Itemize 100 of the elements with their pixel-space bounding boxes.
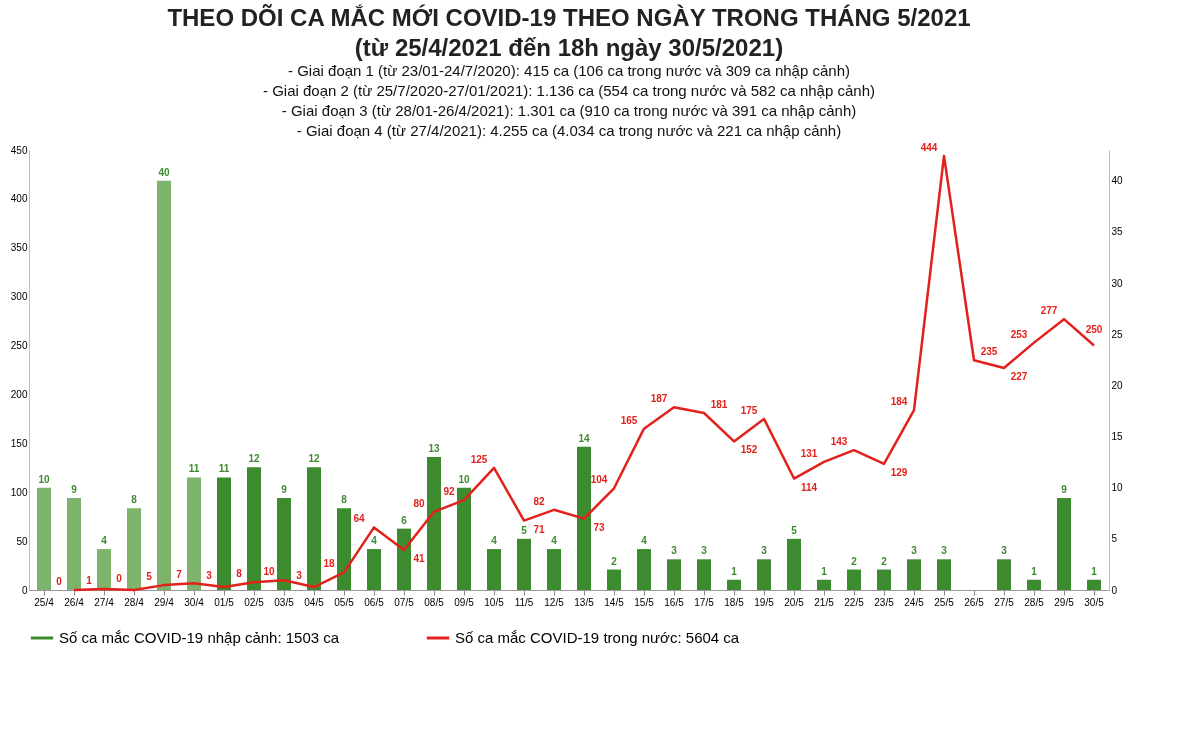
y2-tick-label: 30 bbox=[1111, 277, 1124, 289]
data-label: 13 bbox=[428, 442, 440, 454]
data-label: 11 bbox=[188, 463, 200, 475]
bar bbox=[1087, 579, 1101, 590]
x-tick-label: 25/5 bbox=[934, 596, 955, 608]
x-tick-label: 26/5 bbox=[964, 596, 985, 608]
data-label: 82 bbox=[533, 495, 545, 507]
bar bbox=[577, 446, 591, 590]
x-tick-label: 10/5 bbox=[484, 596, 505, 608]
bar bbox=[937, 559, 951, 590]
bar bbox=[1057, 497, 1071, 590]
data-label: 8 bbox=[341, 494, 348, 506]
data-label: 7 bbox=[176, 569, 183, 581]
data-label: 250 bbox=[1085, 323, 1103, 335]
data-label: 10 bbox=[458, 473, 470, 485]
data-label: 104 bbox=[590, 474, 608, 486]
data-label: 4 bbox=[491, 535, 498, 547]
bar bbox=[397, 528, 411, 590]
data-label: 14 bbox=[578, 432, 590, 444]
bar bbox=[187, 477, 201, 590]
bar bbox=[67, 497, 81, 590]
data-label: 10 bbox=[38, 473, 50, 485]
data-label: 0 bbox=[116, 573, 123, 584]
y2-tick-label: 35 bbox=[1111, 226, 1124, 238]
data-label: 3 bbox=[296, 570, 303, 582]
data-label: 114 bbox=[800, 481, 818, 493]
x-tick-label: 29/4 bbox=[154, 596, 175, 608]
bar bbox=[157, 180, 171, 590]
x-tick-label: 11/5 bbox=[514, 596, 534, 608]
data-label: 3 bbox=[941, 545, 948, 557]
data-label: 71 bbox=[533, 523, 545, 535]
bar bbox=[727, 579, 741, 590]
data-label: 143 bbox=[830, 436, 848, 448]
data-label: 2 bbox=[851, 555, 858, 567]
data-label: 6 bbox=[401, 514, 408, 526]
data-label: 227 bbox=[1010, 371, 1028, 383]
y-tick-label: 0 bbox=[21, 584, 28, 596]
data-label: 1 bbox=[1091, 565, 1098, 577]
bar bbox=[247, 467, 261, 590]
chart-subtitle: (từ 25/4/2021 đến 18h ngày 30/5/2021) bbox=[354, 33, 784, 61]
bar bbox=[817, 579, 831, 590]
y-tick-label: 400 bbox=[10, 193, 28, 205]
x-tick-label: 24/5 bbox=[904, 596, 925, 608]
x-tick-label: 22/5 bbox=[844, 596, 865, 608]
bar bbox=[547, 549, 561, 590]
data-label: 4 bbox=[371, 535, 378, 547]
bar bbox=[907, 559, 921, 590]
text: - Giai đoạn 3 (từ 28/01-26/4/2021): 1.301 ca (910 ca trong nước và 391 ca nhập cảnh) bbox=[281, 101, 857, 119]
data-label: 10 bbox=[263, 566, 275, 578]
data-label: 277 bbox=[1040, 305, 1058, 317]
x-tick-label: 18/5 bbox=[724, 596, 745, 608]
data-label: 9 bbox=[281, 483, 288, 495]
x-tick-label: 07/5 bbox=[394, 596, 415, 608]
bar bbox=[757, 559, 771, 590]
x-tick-label: 29/5 bbox=[1054, 596, 1075, 608]
y-tick-label: 150 bbox=[10, 437, 28, 449]
data-label: 0 bbox=[56, 576, 63, 587]
x-tick-label: 08/5 bbox=[424, 596, 445, 608]
bar bbox=[847, 569, 861, 590]
bar bbox=[367, 549, 381, 590]
x-tick-label: 27/4 bbox=[94, 596, 115, 608]
y2-tick-label: 15 bbox=[1111, 431, 1124, 443]
x-tick-label: 28/5 bbox=[1024, 596, 1045, 608]
x-tick-label: 05/5 bbox=[334, 596, 355, 608]
bar bbox=[97, 549, 111, 590]
bar bbox=[217, 477, 231, 590]
y-tick-label: 450 bbox=[10, 144, 28, 156]
data-label: 80 bbox=[413, 497, 425, 509]
x-tick-label: 15/5 bbox=[634, 596, 655, 608]
data-label: 181 bbox=[710, 399, 728, 411]
x-tick-label: 03/5 bbox=[274, 596, 295, 608]
bar bbox=[37, 487, 51, 590]
legend-label: Số ca mắc COVID-19 trong nước: 5604 ca bbox=[455, 629, 740, 646]
x-tick-label: 21/5 bbox=[814, 596, 835, 608]
data-label: 5 bbox=[791, 524, 798, 536]
data-label: 9 bbox=[71, 483, 78, 495]
data-label: 18 bbox=[323, 558, 335, 570]
bar bbox=[997, 559, 1011, 590]
data-label: 3 bbox=[701, 545, 708, 557]
y2-tick-label: 10 bbox=[1111, 482, 1124, 494]
data-label: 9 bbox=[1061, 483, 1068, 495]
data-label: 253 bbox=[1010, 328, 1028, 340]
x-tick-label: 13/5 bbox=[574, 596, 595, 608]
legend-label: Số ca mắc COVID-19 nhập cảnh: 1503 ca bbox=[59, 629, 340, 646]
data-label: 187 bbox=[650, 393, 668, 405]
y-tick-label: 100 bbox=[10, 486, 28, 498]
x-tick-label: 16/5 bbox=[664, 596, 685, 608]
x-tick-label: 27/5 bbox=[994, 596, 1015, 608]
data-label: 12 bbox=[308, 453, 320, 465]
x-tick-label: 25/4 bbox=[34, 596, 55, 608]
text: - Giai đoạn 4 (từ 27/4/2021): 4.255 ca (4.034 ca trong nước và 221 ca nhập cảnh) bbox=[296, 121, 842, 139]
x-tick-label: 26/4 bbox=[64, 596, 85, 608]
chart-title: THEO DÕI CA MẮC MỚI COVID-19 THEO NGÀY TRONG THÁNG 5/2021 bbox=[167, 3, 971, 31]
y2-tick-label: 0 bbox=[1111, 584, 1118, 596]
data-label: 1 bbox=[821, 565, 828, 577]
bar bbox=[277, 497, 291, 590]
data-label: 184 bbox=[890, 396, 908, 408]
bar bbox=[787, 538, 801, 590]
data-label: 3 bbox=[206, 570, 213, 582]
data-label: 129 bbox=[890, 466, 908, 478]
